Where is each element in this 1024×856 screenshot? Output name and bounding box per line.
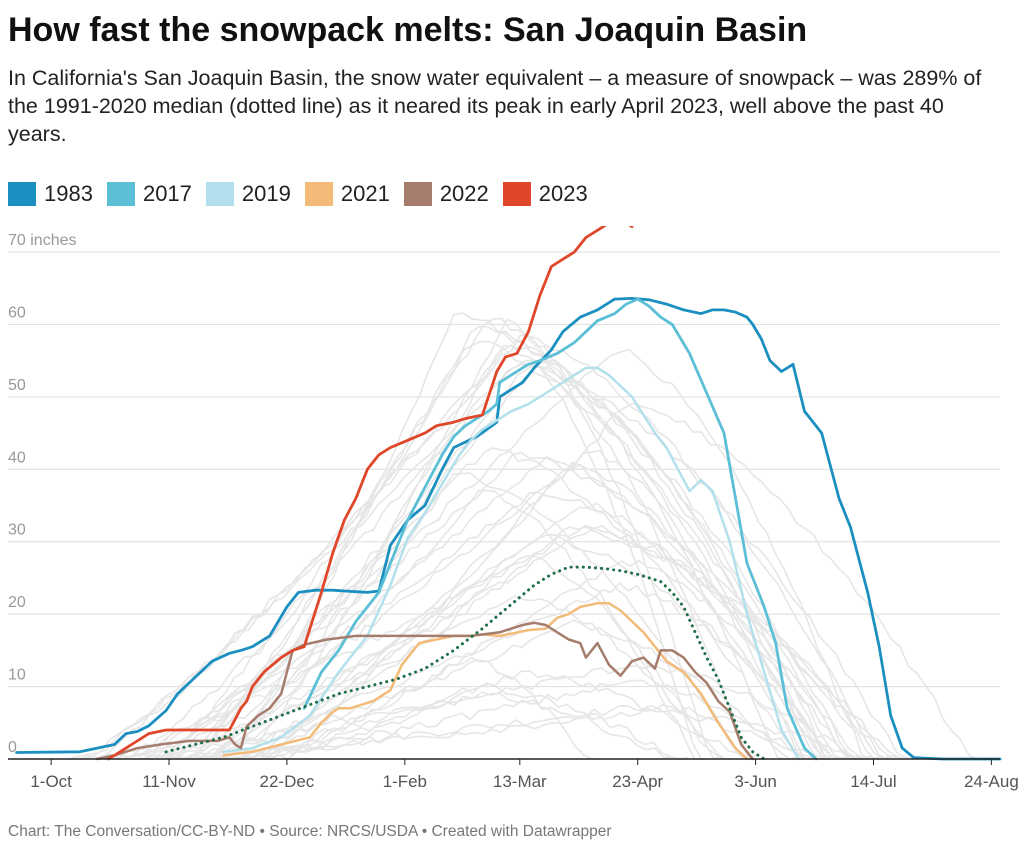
y-tick-label: 50 <box>8 377 26 394</box>
series-line-2021 <box>222 602 749 761</box>
legend-swatch <box>205 182 234 206</box>
background-year-line <box>170 581 845 760</box>
background-year-line <box>259 559 864 760</box>
background-year-line <box>211 679 816 760</box>
y-tick-label: 70 inches <box>8 232 77 249</box>
y-tick-label: 20 <box>8 594 26 611</box>
background-year-line <box>145 527 897 760</box>
legend-swatch <box>106 182 135 206</box>
legend-swatch <box>8 182 36 206</box>
legend-item-2019: 2019 <box>205 181 291 207</box>
background-year-line <box>246 656 601 760</box>
y-tick-label: 30 <box>8 522 26 539</box>
background-year-line <box>253 402 978 760</box>
series-line-2019 <box>222 366 800 761</box>
background-year-line <box>100 664 869 760</box>
legend-swatch <box>502 182 531 206</box>
legend-label: 2022 <box>439 181 489 206</box>
line-chart: 0 10 20 30 40 50 60 70 inches 1-Oct 11-Nov 22-Dec 1… <box>8 226 1019 791</box>
legend-swatch <box>304 182 333 206</box>
x-tick-label: 14-Jul <box>850 772 896 791</box>
legend: 1983 2017 2019 2021 2022 2023 <box>8 180 588 208</box>
y-tick-label: 40 <box>8 449 26 466</box>
x-tick-label: 24-Aug <box>964 772 1019 791</box>
chart-title: How fast the snowpack melts: San Joaquin… <box>8 11 808 49</box>
x-tick-label: 3-Jun <box>734 772 777 791</box>
chart-footer: Chart: The Conversation/CC-BY-ND • Sourc… <box>8 823 612 840</box>
x-tick-label: 22-Dec <box>260 772 315 791</box>
legend-label: 2017 <box>142 181 192 206</box>
background-year-line <box>213 683 688 760</box>
background-year-line <box>119 348 871 760</box>
legend-item-2021: 2021 <box>304 181 390 207</box>
background-year-line <box>67 358 835 760</box>
y-tick-label: 0 <box>8 739 17 756</box>
median-line <box>164 565 766 761</box>
y-tick-label: 60 <box>8 304 26 321</box>
x-tick-label: 13-Mar <box>493 772 547 791</box>
background-year-line <box>182 502 813 760</box>
legend-label: 2021 <box>340 181 390 206</box>
x-tick-label: 11-Nov <box>142 772 196 791</box>
background-year-line <box>237 449 808 760</box>
series-line-2023 <box>107 226 634 761</box>
background-year-line <box>185 619 799 760</box>
background-year-line <box>124 489 704 760</box>
background-year-line <box>240 691 681 760</box>
legend-item-2017: 2017 <box>106 181 192 207</box>
x-tick-label: 23-Apr <box>612 772 663 791</box>
chart-subtitle: In California's San Joaquin Basin, the s… <box>8 66 982 146</box>
background-year-line <box>161 370 758 761</box>
legend-label: 2023 <box>538 181 588 206</box>
series-line-2017 <box>302 297 818 761</box>
series-line-2022 <box>95 621 754 761</box>
legend-label: 2019 <box>241 181 291 206</box>
x-tick-label: 1-Feb <box>383 772 427 791</box>
legend-swatch <box>403 182 432 206</box>
legend-item-2022: 2022 <box>403 181 489 207</box>
legend-label: 1983 <box>44 181 93 206</box>
y-tick-label: 10 <box>8 667 26 684</box>
background-year-line <box>147 317 787 760</box>
series-line-1983 <box>15 297 1002 761</box>
legend-item-2023: 2023 <box>502 181 588 207</box>
background-year-line <box>153 703 879 760</box>
x-tick-label: 1-Oct <box>30 772 72 791</box>
legend-item-1983: 1983 <box>8 181 93 207</box>
background-year-line <box>177 325 859 760</box>
